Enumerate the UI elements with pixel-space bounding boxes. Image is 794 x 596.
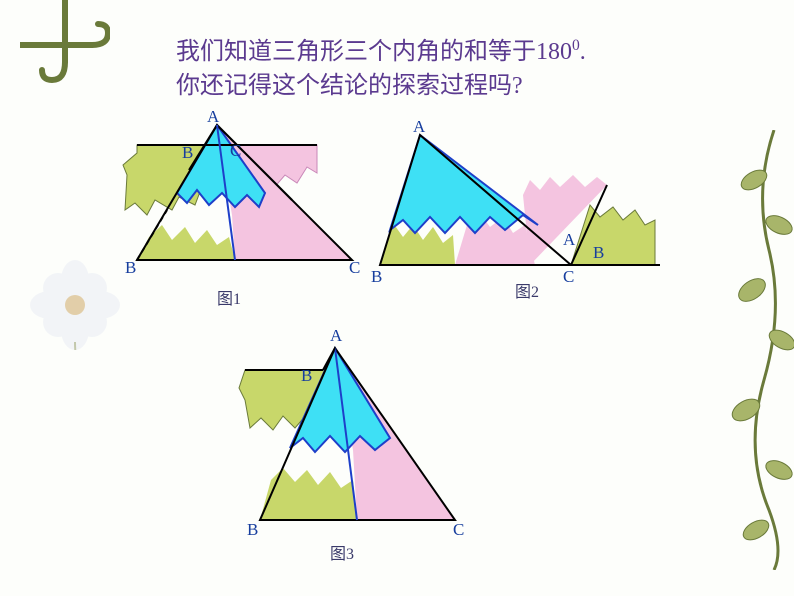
vine-decoration — [684, 130, 794, 570]
fig2-point-b2: B — [593, 243, 604, 263]
fig3-point-b: B — [247, 520, 258, 540]
figure-3: A B B C 图3 — [235, 330, 485, 560]
corner-ornament — [20, 0, 110, 90]
bg-flower — [30, 260, 120, 350]
fig1-point-a: A — [207, 107, 219, 127]
fig3-point-a: A — [330, 326, 342, 346]
fig1-point-b-bot: B — [125, 258, 136, 278]
fig3-point-b-top: B — [301, 366, 312, 386]
line1-part-a: 我们知道三角形三个内角的和等于180 — [176, 39, 572, 65]
line1-part-b: . — [580, 39, 586, 65]
main-text: 我们知道三角形三个内角的和等于1800. 你还记得这个结论的探索过程吗? — [176, 35, 586, 103]
fig1-point-c-bot: C — [349, 258, 360, 278]
fig2-point-a2: A — [563, 230, 575, 250]
fig2-point-b: B — [371, 267, 382, 287]
figure-1: A B C B C 图1 — [117, 115, 375, 305]
text-line-1: 我们知道三角形三个内角的和等于1800. — [176, 35, 586, 70]
fig1-point-c-top: C — [230, 141, 241, 161]
fig2-point-a: A — [413, 117, 425, 137]
fig1-label: 图1 — [217, 285, 241, 309]
fig2-label: 图2 — [515, 278, 539, 302]
fig2-point-c: C — [563, 267, 574, 287]
figure-2: A B C A B 图2 — [375, 125, 675, 295]
fig3-point-c: C — [453, 520, 464, 540]
fig3-label: 图3 — [330, 540, 354, 564]
line1-sup: 0 — [572, 37, 580, 54]
text-line-2: 你还记得这个结论的探索过程吗? — [176, 70, 586, 104]
fig1-point-b-top: B — [182, 143, 193, 163]
